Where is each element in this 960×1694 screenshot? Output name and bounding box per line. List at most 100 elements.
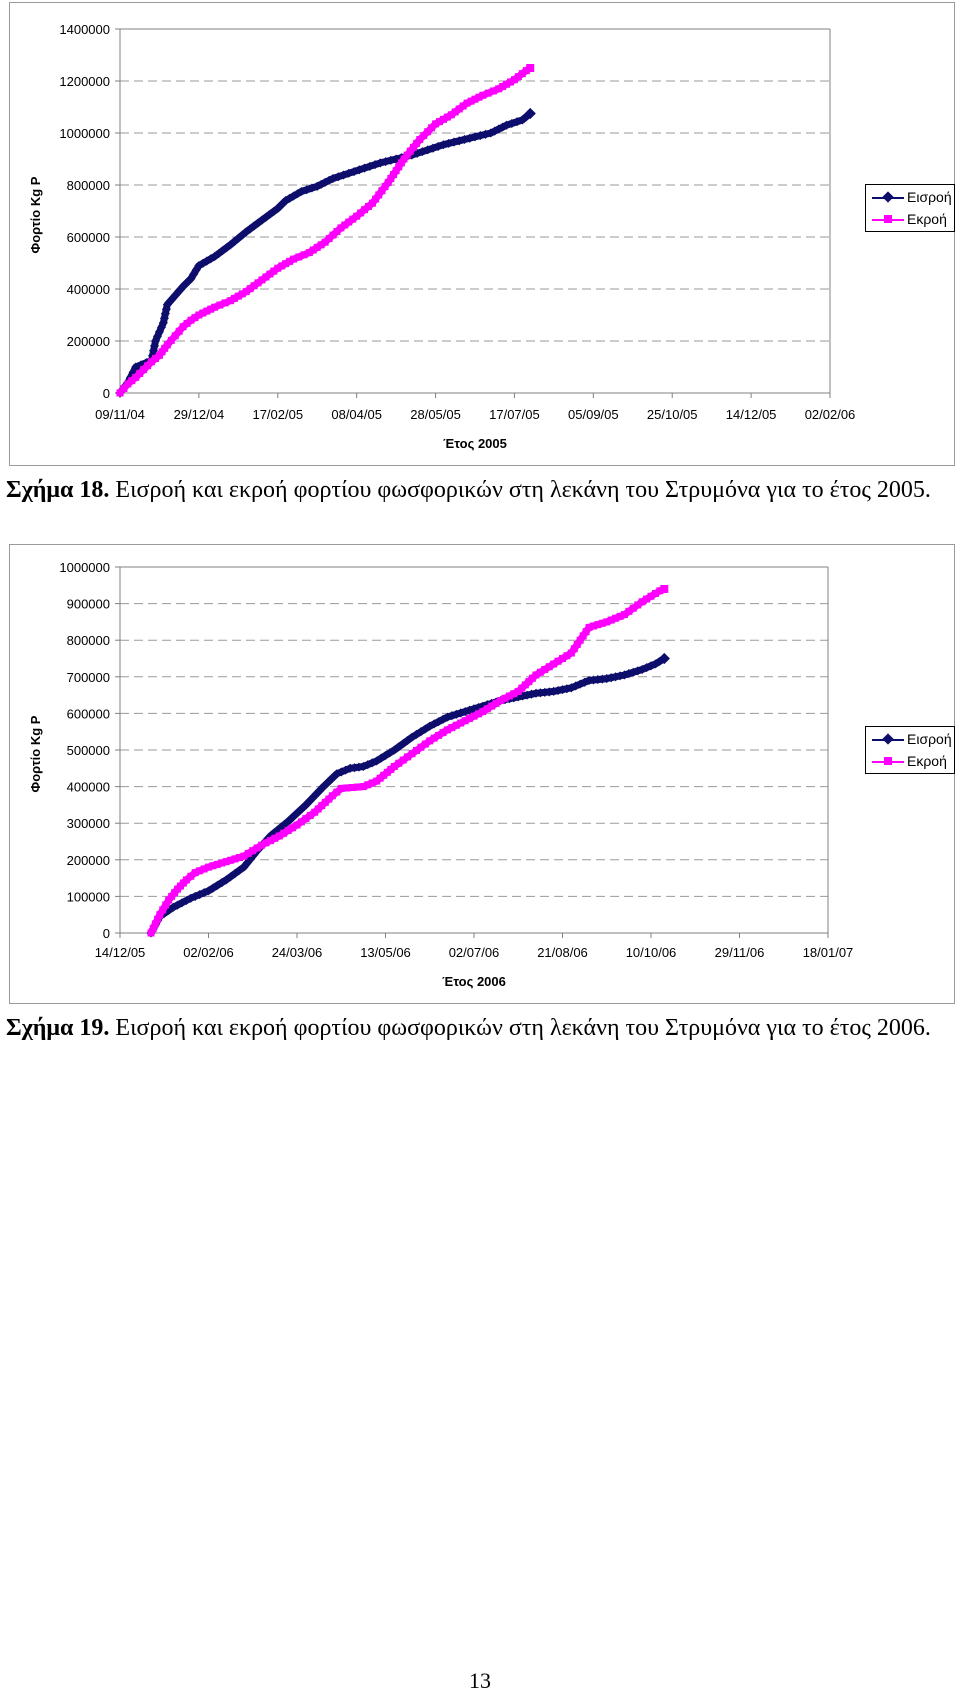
y-tick-label: 800000 bbox=[67, 633, 110, 648]
legend-item-outflow: Εκροή bbox=[866, 210, 956, 230]
data-point bbox=[505, 692, 513, 700]
data-point bbox=[510, 690, 518, 698]
data-point bbox=[266, 270, 274, 278]
y-tick-label: 600000 bbox=[67, 706, 110, 721]
legend-label-inflow: Εισροή bbox=[907, 731, 952, 747]
caption-label: Σχήμα 19. bbox=[6, 1015, 110, 1041]
data-point bbox=[582, 628, 590, 636]
data-point bbox=[167, 336, 175, 344]
data-point bbox=[343, 784, 351, 792]
data-point bbox=[213, 860, 221, 868]
data-point bbox=[168, 892, 176, 900]
data-point bbox=[409, 143, 417, 151]
data-point bbox=[383, 768, 391, 776]
data-point bbox=[451, 108, 459, 116]
data-point bbox=[271, 834, 279, 842]
data-point bbox=[526, 64, 535, 72]
data-point bbox=[306, 811, 314, 819]
data-point bbox=[163, 341, 171, 349]
data-point bbox=[124, 380, 132, 388]
data-point bbox=[457, 719, 465, 727]
data-point bbox=[387, 765, 395, 773]
data-point bbox=[205, 863, 212, 871]
data-point bbox=[570, 645, 578, 653]
data-point bbox=[541, 665, 549, 673]
data-point bbox=[218, 859, 226, 867]
data-point bbox=[448, 724, 456, 732]
y-tick-label: 0 bbox=[103, 386, 110, 401]
data-point bbox=[412, 746, 420, 754]
data-point bbox=[333, 788, 341, 796]
data-point bbox=[428, 124, 436, 132]
data-point bbox=[420, 132, 428, 140]
data-point bbox=[249, 847, 257, 855]
data-point bbox=[234, 292, 242, 300]
data-point bbox=[311, 808, 319, 816]
data-point bbox=[359, 783, 367, 791]
data-point bbox=[300, 251, 308, 259]
data-point bbox=[270, 267, 278, 275]
data-point bbox=[452, 721, 460, 729]
caption-text: Εισροή και εκροή φορτίου φωσφορικών στη … bbox=[109, 1015, 931, 1041]
data-point bbox=[171, 332, 179, 340]
data-point bbox=[253, 844, 261, 852]
caption-label: Σχήμα 18. bbox=[6, 477, 110, 503]
y-tick-label: 200000 bbox=[67, 334, 110, 349]
chart-19-plot: 0 100000 200000 300000 400000 500000 600000 700… bbox=[28, 560, 853, 989]
data-point bbox=[503, 80, 511, 88]
chart-18-legend: Εισροή Εκροή bbox=[865, 184, 955, 232]
legend-item-inflow: Εισροή bbox=[866, 730, 956, 750]
data-point bbox=[148, 358, 156, 366]
data-point bbox=[329, 231, 337, 239]
data-point bbox=[378, 187, 386, 195]
series-line-outflow bbox=[116, 64, 534, 397]
data-point bbox=[244, 849, 252, 857]
data-point bbox=[380, 771, 388, 779]
data-point bbox=[293, 821, 301, 829]
data-point bbox=[295, 253, 303, 261]
data-point bbox=[348, 784, 356, 792]
data-point bbox=[227, 856, 235, 864]
data-point bbox=[376, 774, 384, 782]
data-point bbox=[463, 99, 471, 107]
x-tick-label: 24/03/06 bbox=[272, 945, 323, 960]
data-point bbox=[309, 246, 317, 254]
x-axis-title: Έτος 2005 bbox=[443, 436, 507, 451]
data-point bbox=[528, 674, 536, 682]
data-point bbox=[262, 839, 270, 847]
data-point bbox=[589, 622, 597, 630]
data-point bbox=[573, 640, 581, 648]
x-tick-label: 17/02/05 bbox=[252, 407, 303, 422]
data-point bbox=[413, 139, 421, 147]
data-point bbox=[240, 852, 248, 860]
data-point bbox=[216, 301, 224, 309]
data-point bbox=[475, 93, 483, 101]
data-point bbox=[341, 221, 349, 229]
data-point bbox=[242, 288, 250, 296]
caption-text: Εισροή και εκροή φορτίου φωσφορικών στη … bbox=[109, 477, 931, 503]
data-point bbox=[222, 858, 230, 866]
data-point bbox=[397, 159, 405, 167]
data-point bbox=[286, 257, 294, 265]
data-point bbox=[305, 249, 313, 257]
data-point bbox=[651, 590, 659, 598]
data-point bbox=[497, 697, 505, 705]
data-point bbox=[151, 920, 159, 928]
data-point bbox=[488, 702, 496, 710]
data-point bbox=[435, 731, 443, 739]
data-point bbox=[136, 370, 144, 377]
data-point bbox=[373, 777, 381, 785]
data-point bbox=[387, 175, 395, 182]
data-point bbox=[416, 136, 424, 143]
data-point bbox=[314, 805, 322, 813]
data-point bbox=[484, 89, 492, 97]
data-point bbox=[175, 327, 183, 335]
data-point bbox=[349, 215, 357, 223]
data-point bbox=[381, 183, 389, 191]
chart-18-frame: 0 200000 400000 600000 800000 1000000 1200000 1… bbox=[9, 2, 955, 466]
y-tick-label: 1200000 bbox=[59, 74, 110, 89]
diamond-marker-icon bbox=[882, 733, 894, 745]
x-tick-label: 14/12/05 bbox=[726, 407, 777, 422]
data-point bbox=[430, 734, 438, 742]
data-point bbox=[230, 294, 238, 302]
